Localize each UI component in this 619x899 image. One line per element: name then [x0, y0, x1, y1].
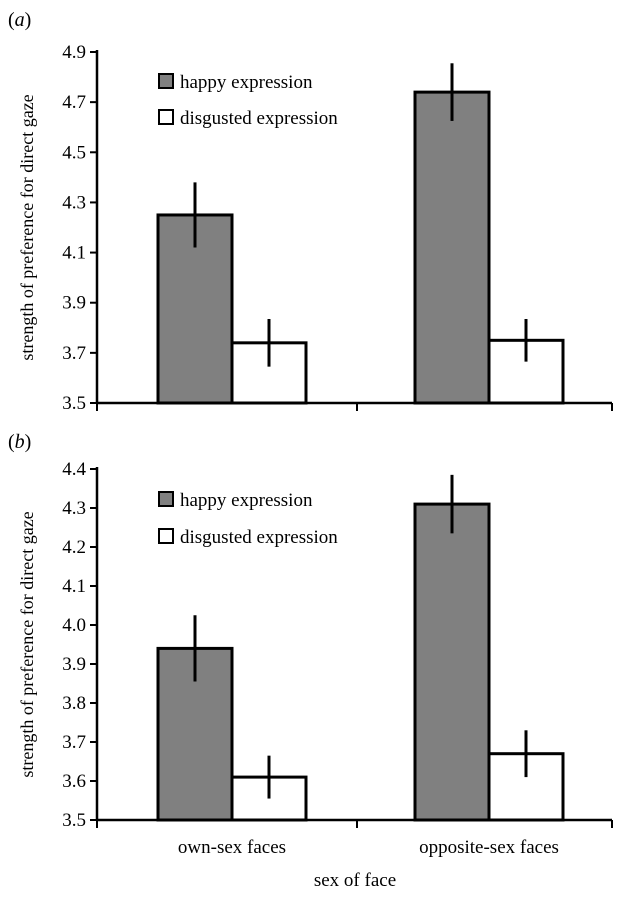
y-tick-label: 3.6	[62, 771, 86, 792]
category-label: own-sex faces	[178, 837, 286, 858]
y-tick-label: 4.0	[62, 615, 86, 636]
y-tick-label: 4.1	[62, 576, 86, 597]
y-tick-label: 4.1	[62, 243, 86, 264]
bar	[413, 90, 491, 405]
bar	[487, 338, 565, 405]
panel-label: (a)	[8, 9, 31, 31]
y-tick-label: 3.9	[62, 293, 86, 314]
panel-b: (b) strength of preference for direct gaz…	[8, 431, 613, 891]
panel-label: (b)	[8, 431, 31, 453]
y-tick-label: 4.4	[62, 459, 86, 480]
bar	[487, 752, 565, 822]
y-tick-label: 4.2	[62, 537, 86, 558]
bar	[156, 213, 234, 405]
legend-swatch	[158, 528, 174, 544]
legend-swatch	[158, 73, 174, 89]
bar	[413, 502, 491, 822]
y-tick-label: 4.5	[62, 142, 86, 163]
y-tick-label: 3.7	[62, 732, 86, 753]
y-axis-label: strength of preference for direct gaze	[17, 94, 37, 360]
y-tick-label: 4.3	[62, 498, 86, 519]
legend-swatch	[158, 109, 174, 125]
legend-swatch	[158, 491, 174, 507]
panel-a: (a) strength of preference for direct gaz…	[8, 9, 613, 414]
legend-label: disgusted expression	[180, 108, 338, 129]
y-tick-label: 3.5	[62, 393, 86, 414]
x-axis-label: sex of face	[314, 870, 396, 891]
category-label: opposite-sex faces	[419, 837, 559, 858]
y-tick-label: 4.9	[62, 42, 86, 63]
y-axis-label: strength of preference for direct gaze	[17, 511, 37, 777]
y-tick-label: 3.7	[62, 343, 86, 364]
y-tick-label: 4.7	[62, 92, 86, 113]
legend-label: happy expression	[180, 72, 313, 93]
legend-label: disgusted expression	[180, 527, 338, 548]
y-tick-label: 3.8	[62, 693, 86, 714]
y-tick-label: 4.3	[62, 192, 86, 213]
y-tick-label: 3.9	[62, 654, 86, 675]
legend-label: happy expression	[180, 490, 313, 511]
y-tick-label: 3.5	[62, 810, 86, 831]
